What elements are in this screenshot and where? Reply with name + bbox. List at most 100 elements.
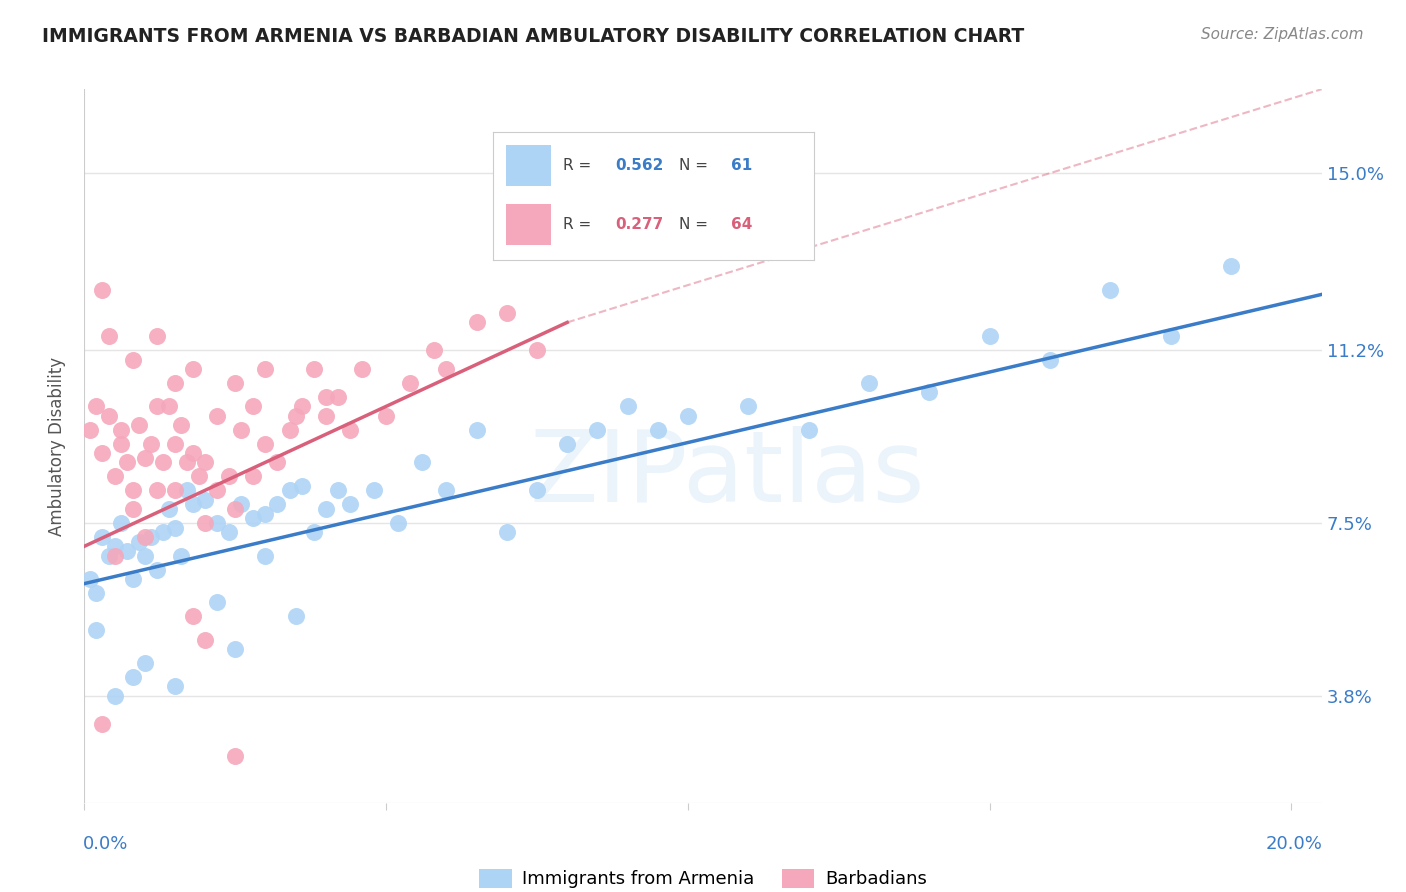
Point — [163, 679, 186, 693]
Point — [79, 423, 101, 437]
Point — [163, 483, 186, 498]
Point — [170, 417, 193, 432]
Point — [224, 376, 246, 390]
Point — [86, 624, 108, 638]
Point — [188, 469, 211, 483]
Legend: Immigrants from Armenia, Barbadians: Immigrants from Armenia, Barbadians — [472, 862, 934, 892]
Point — [231, 423, 253, 437]
Point — [278, 423, 301, 437]
Point — [315, 409, 337, 423]
Point — [224, 502, 246, 516]
Point — [918, 385, 941, 400]
Point — [146, 329, 169, 343]
Point — [97, 409, 120, 423]
Point — [170, 549, 193, 563]
Point — [110, 423, 132, 437]
Point — [134, 656, 156, 670]
Point — [1160, 329, 1182, 343]
Point — [224, 749, 246, 764]
Point — [339, 497, 361, 511]
Point — [647, 423, 669, 437]
Point — [181, 497, 204, 511]
Point — [194, 632, 217, 647]
Point — [115, 544, 138, 558]
Point — [326, 390, 349, 404]
Point — [423, 343, 446, 358]
Point — [278, 483, 301, 498]
Point — [291, 478, 314, 492]
Point — [121, 352, 143, 367]
Point — [387, 516, 409, 530]
Text: Source: ZipAtlas.com: Source: ZipAtlas.com — [1201, 27, 1364, 42]
Point — [121, 483, 143, 498]
Point — [555, 436, 578, 450]
Point — [163, 376, 186, 390]
Point — [146, 483, 169, 498]
Point — [103, 469, 125, 483]
Point — [231, 497, 253, 511]
Point — [254, 507, 277, 521]
Point — [284, 409, 307, 423]
Point — [302, 362, 325, 376]
Point — [436, 483, 458, 498]
Point — [146, 400, 169, 414]
Point — [242, 400, 264, 414]
Point — [979, 329, 1001, 343]
Point — [242, 469, 264, 483]
Point — [465, 315, 488, 329]
Point — [737, 400, 759, 414]
Point — [465, 423, 488, 437]
Point — [146, 563, 169, 577]
Point — [224, 641, 246, 656]
Point — [91, 283, 114, 297]
Point — [128, 534, 150, 549]
Point — [254, 362, 277, 376]
Point — [315, 390, 337, 404]
Point — [194, 455, 217, 469]
Point — [284, 609, 307, 624]
Point — [326, 483, 349, 498]
Point — [399, 376, 422, 390]
Point — [152, 455, 174, 469]
Point — [302, 525, 325, 540]
Point — [495, 306, 517, 320]
Point — [176, 483, 198, 498]
Point — [91, 446, 114, 460]
Point — [254, 549, 277, 563]
Point — [91, 716, 114, 731]
Point — [79, 572, 101, 586]
Point — [134, 450, 156, 465]
Point — [163, 436, 186, 450]
Point — [616, 400, 638, 414]
Point — [291, 400, 314, 414]
Point — [205, 516, 228, 530]
Y-axis label: Ambulatory Disability: Ambulatory Disability — [48, 357, 66, 535]
Point — [858, 376, 880, 390]
Point — [86, 400, 108, 414]
Point — [205, 409, 228, 423]
Point — [181, 362, 204, 376]
Point — [218, 525, 240, 540]
Point — [163, 521, 186, 535]
Point — [176, 455, 198, 469]
Point — [526, 483, 548, 498]
Point — [350, 362, 373, 376]
Point — [152, 525, 174, 540]
Point — [266, 455, 288, 469]
Point — [103, 539, 125, 553]
Point — [139, 530, 162, 544]
Point — [495, 525, 517, 540]
Point — [363, 483, 385, 498]
Point — [121, 670, 143, 684]
Point — [218, 469, 240, 483]
Point — [91, 530, 114, 544]
Point — [526, 343, 548, 358]
Point — [205, 595, 228, 609]
Point — [586, 423, 609, 437]
Point — [436, 362, 458, 376]
Point — [110, 436, 132, 450]
Point — [121, 572, 143, 586]
Point — [242, 511, 264, 525]
Point — [266, 497, 288, 511]
Point — [97, 329, 120, 343]
